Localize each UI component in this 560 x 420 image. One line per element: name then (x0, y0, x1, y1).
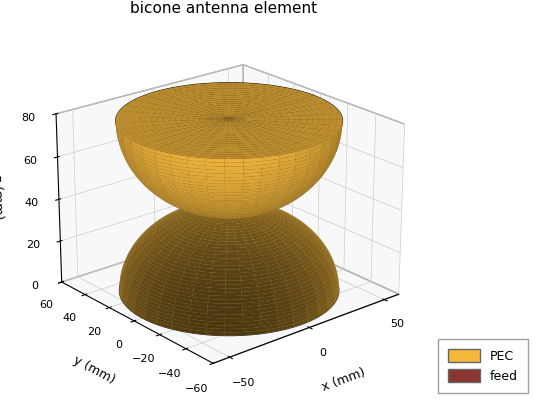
X-axis label: x (mm): x (mm) (320, 365, 367, 394)
Y-axis label: y (mm): y (mm) (71, 353, 117, 386)
Title: bicone antenna element: bicone antenna element (130, 1, 318, 16)
Legend: PEC, feed: PEC, feed (438, 339, 528, 393)
